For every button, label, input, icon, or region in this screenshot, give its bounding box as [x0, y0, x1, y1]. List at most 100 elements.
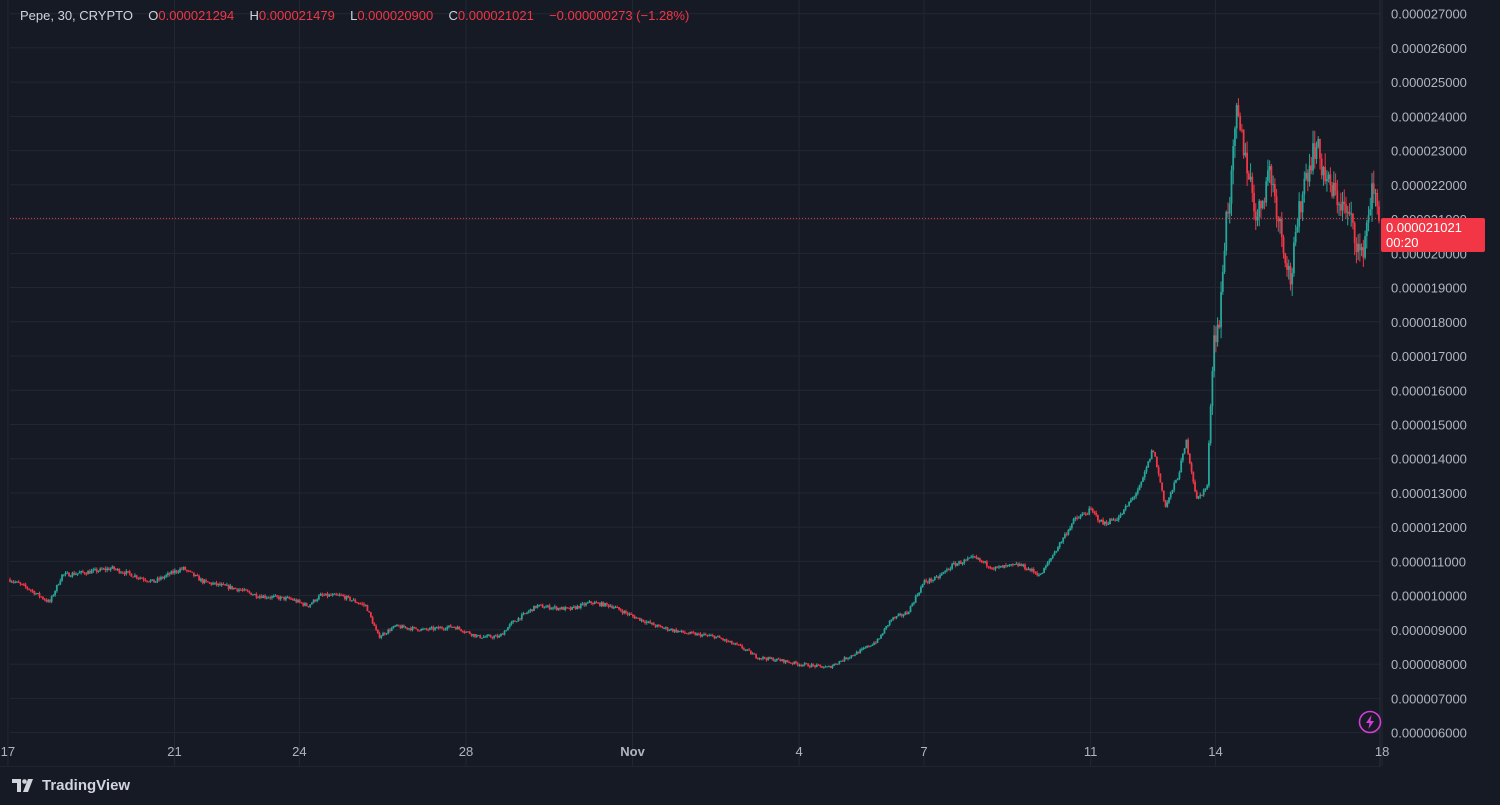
candle-body [1232, 145, 1235, 171]
candle-body [940, 573, 943, 576]
candles [9, 98, 1380, 669]
candle-body [741, 645, 744, 649]
candle-body [1133, 496, 1136, 498]
candle-body [1121, 514, 1124, 516]
candle-body [453, 626, 456, 628]
candle-body [283, 596, 286, 600]
candle-body [600, 602, 603, 606]
candle-body [1345, 204, 1347, 213]
candle-body [812, 664, 815, 666]
footer-bar: TradingView [0, 767, 1500, 805]
symbol-label[interactable]: Pepe, 30, CRYPTO [20, 8, 133, 23]
candle-body [659, 625, 662, 627]
candle-body [722, 638, 725, 641]
candle-body [35, 593, 37, 595]
candle-body [888, 620, 891, 626]
candle-body [1265, 181, 1268, 203]
candle-body [371, 617, 374, 624]
candle-body [184, 567, 187, 571]
candle-body [120, 572, 122, 574]
candle-body [871, 644, 874, 646]
candle-body [1039, 573, 1042, 575]
candle-body [1129, 499, 1132, 503]
candle-body [38, 593, 41, 597]
candle-body [366, 605, 369, 612]
candle-body [1164, 500, 1167, 507]
candle-body [642, 619, 645, 622]
candle-body [337, 594, 339, 596]
candle-body [970, 556, 973, 558]
candle-body [194, 574, 197, 577]
candle-body [385, 633, 388, 635]
low-label: L [350, 8, 358, 23]
candle-body [1293, 242, 1295, 274]
candle-body [1261, 201, 1264, 209]
candle-body [921, 584, 924, 588]
candle-body [817, 664, 820, 666]
candle-body [520, 614, 523, 620]
candle-body [723, 639, 726, 641]
candle-body [1050, 558, 1052, 561]
candle-body [715, 636, 718, 639]
candle-body [1305, 172, 1307, 179]
candle-body [1227, 211, 1229, 214]
lightning-bolt-icon[interactable] [1358, 710, 1382, 734]
time-tick-label: Nov [620, 744, 645, 759]
candle-body [118, 568, 121, 573]
candle-body [1037, 574, 1040, 576]
tradingview-name: TradingView [42, 777, 131, 794]
candle-body [819, 664, 822, 667]
candle-body [1154, 452, 1157, 457]
candle-body [340, 594, 343, 596]
candle-body [312, 599, 315, 603]
candle-body [1346, 211, 1349, 213]
candle-body [1343, 201, 1346, 205]
candle-body [64, 573, 67, 575]
candle-body [746, 649, 749, 651]
candle-body [874, 642, 877, 644]
candle-body [97, 570, 100, 572]
candle-body [920, 587, 922, 593]
candle-body [1086, 514, 1089, 516]
candle-body [548, 605, 551, 610]
candle-body [814, 665, 816, 667]
candle-body [977, 558, 980, 560]
candle-body [182, 567, 185, 569]
candle-body [647, 621, 650, 623]
candle-body [989, 566, 992, 569]
candle-body [487, 635, 490, 637]
time-tick-label: 18 [1375, 744, 1389, 759]
candle-body [418, 630, 421, 632]
candle-body [810, 664, 813, 667]
candle-body [193, 572, 195, 577]
candle-body [154, 581, 157, 583]
candle-body [505, 630, 508, 632]
candle-body [545, 606, 548, 608]
candle-body [1267, 170, 1269, 182]
candle-body [323, 595, 325, 597]
candle-body [720, 637, 723, 639]
candle-body [883, 628, 886, 634]
time-axis[interactable]: 17 21 24 28 Nov 4 7 11 14 18 [1, 744, 1390, 759]
candle-body [460, 629, 463, 631]
candle-body [1204, 488, 1207, 490]
candle-body [805, 663, 808, 665]
candle-body [605, 603, 608, 605]
candle-body [1013, 564, 1016, 566]
candle-body [1034, 571, 1037, 573]
candle-body [775, 658, 778, 661]
tradingview-branding[interactable]: TradingView [12, 777, 130, 794]
candle-body [1077, 517, 1080, 519]
candle-body [279, 596, 282, 600]
candle-body [690, 631, 693, 633]
candle-body [1107, 524, 1110, 526]
candle-body [73, 572, 76, 575]
candle-body [1001, 565, 1004, 568]
candle-body [1371, 183, 1373, 210]
candle-body [1051, 555, 1054, 559]
price-axis[interactable]: 0.000006000 0.000007000 0.000008000 0.00000… [1391, 7, 1467, 741]
candle-body [1098, 520, 1101, 522]
candle-body [1112, 519, 1115, 521]
